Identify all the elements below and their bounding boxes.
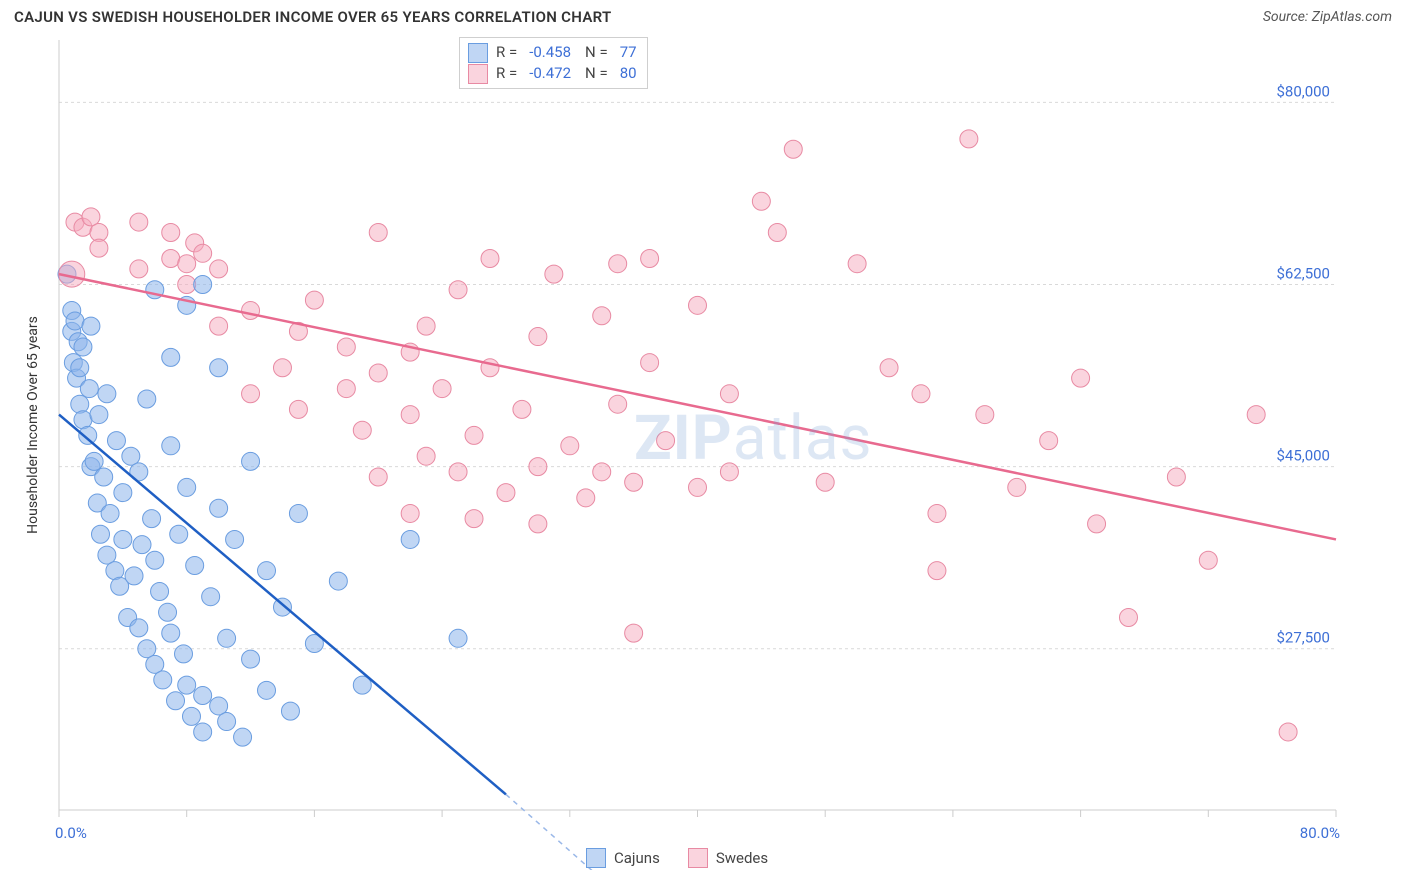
- legend-row-cajuns: R = -0.458 N = 77: [468, 42, 637, 63]
- svg-text:$80,000: $80,000: [1276, 82, 1330, 100]
- scatter-chart: $27,500 $45,000 $62,500 $80,000 0.0% 80.0% Hou…: [14, 32, 1392, 870]
- series-legend: Cajuns Swedes: [586, 848, 768, 868]
- legend-item-cajuns: Cajuns: [586, 848, 660, 868]
- legend-label: Swedes: [716, 849, 768, 867]
- chart-title: CAJUN VS SWEDISH HOUSEHOLDER INCOME OVER…: [14, 8, 612, 26]
- svg-text:$62,500: $62,500: [1276, 265, 1330, 283]
- chart-container: $27,500 $45,000 $62,500 $80,000 0.0% 80.0% Hou…: [14, 32, 1392, 870]
- legend-row-swedes: R = -0.472 N = 80: [468, 63, 637, 84]
- swatch-icon: [586, 848, 606, 868]
- chart-source: Source: ZipAtlas.com: [1263, 9, 1392, 25]
- swatch-icon: [468, 43, 488, 63]
- legend-label: Cajuns: [614, 849, 660, 867]
- swatch-icon: [688, 848, 708, 868]
- swatch-icon: [468, 64, 488, 84]
- svg-text:Householder Income Over 65 yea: Householder Income Over 65 years: [25, 316, 41, 534]
- chart-header: CAJUN VS SWEDISH HOUSEHOLDER INCOME OVER…: [0, 0, 1406, 32]
- svg-text:$27,500: $27,500: [1276, 629, 1330, 647]
- svg-text:0.0%: 0.0%: [55, 824, 87, 842]
- legend-item-swedes: Swedes: [688, 848, 768, 868]
- svg-text:80.0%: 80.0%: [1300, 824, 1340, 842]
- svg-text:$45,000: $45,000: [1276, 447, 1330, 465]
- correlation-legend: R = -0.458 N = 77 R = -0.472 N = 80: [459, 37, 648, 89]
